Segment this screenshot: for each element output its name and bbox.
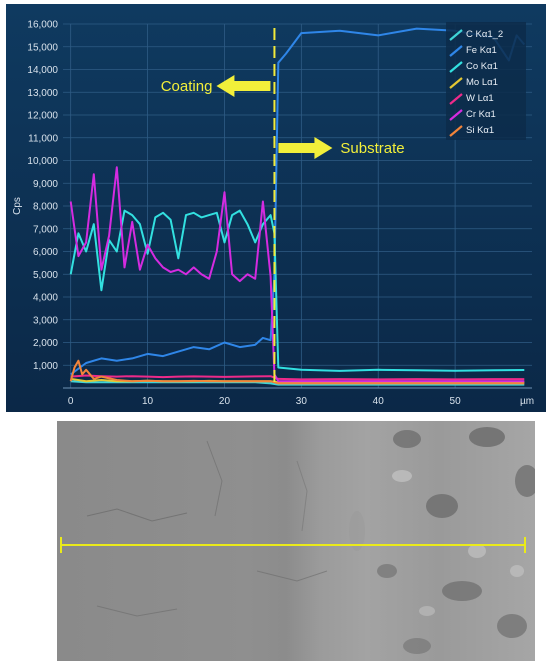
legend-entry: Fe Kα1 [466, 45, 497, 56]
y-tick-label: 9,000 [33, 179, 58, 190]
series-line-si-k-1 [69, 359, 525, 385]
legend-swatch [449, 45, 463, 57]
legend-swatch [449, 125, 463, 137]
y-tick-label: 10,000 [27, 156, 58, 167]
series-line-w-l-1 [70, 374, 525, 381]
x-tick-label: 10 [142, 396, 154, 407]
series-line-cr-k-1 [69, 166, 525, 383]
eds-line-scan-chart: 1,000 2,000 3,000 4,000 5,000 6,000 7,000 8,000… [6, 4, 546, 412]
legend-entry: Co Kα1 [466, 61, 498, 72]
legend-swatch [449, 93, 463, 105]
chart-canvas: 1,000 2,000 3,000 4,000 5,000 6,000 7,000 8,000… [6, 4, 546, 412]
y-axis-label: Cps [12, 197, 23, 215]
legend-swatch [449, 29, 463, 41]
x-tick-label: 50 [450, 396, 462, 407]
x-tick-label: 40 [373, 396, 385, 407]
annotations: Coating Substrate [161, 75, 405, 159]
legend-swatch [449, 109, 463, 121]
legend: C Kα1_2 Fe Kα1 Co Kα1 Mo Lα1 W Lα1 Cr Kα1 Si K… [446, 22, 526, 140]
legend-entry: Si Kα1 [466, 125, 494, 136]
y-tick-label: 15,000 [27, 42, 58, 53]
y-tick-label: 5,000 [33, 270, 58, 281]
series-line-co-k-1 [69, 209, 525, 372]
y-tick-label: 12,000 [27, 111, 58, 122]
x-axis-label: µm [520, 396, 534, 407]
y-tick-label: 6,000 [33, 247, 58, 258]
micrograph-texture [60, 427, 535, 654]
coating-label: Coating [161, 78, 213, 95]
legend-swatch [449, 61, 463, 73]
series-line-fe-k-1 [70, 27, 526, 376]
y-tick-label: 2,000 [33, 338, 58, 349]
x-tick-label: 0 [68, 396, 74, 407]
legend-entry: C Kα1_2 [466, 29, 503, 40]
substrate-label: Substrate [340, 140, 404, 157]
legend-entry: Mo Lα1 [466, 77, 498, 88]
substrate-arrow [278, 137, 333, 159]
series-line-c-k-1-2 [70, 380, 525, 386]
y-tick-label: 13,000 [27, 88, 58, 99]
y-tick-label: 14,000 [27, 65, 58, 76]
legend-swatch [449, 77, 463, 89]
y-tick-label: 16,000 [27, 20, 58, 31]
y-tick-label: 11,000 [28, 133, 58, 144]
x-tick-label: 20 [219, 396, 231, 407]
y-tick-label: 7,000 [33, 224, 58, 235]
x-tick-label: 30 [296, 396, 308, 407]
y-tick-label: 4,000 [33, 293, 58, 304]
y-tick-label: 1,000 [33, 361, 58, 372]
y-tick-label: 8,000 [33, 202, 58, 213]
legend-entry: W Lα1 [466, 93, 494, 104]
coating-arrow [216, 75, 271, 97]
sem-micrograph [57, 421, 535, 661]
tick-labels: 1,000 2,000 3,000 4,000 5,000 6,000 7,000 8,000… [27, 20, 461, 408]
y-tick-label: 3,000 [33, 315, 58, 326]
legend-entry: Cr Kα1 [466, 109, 496, 120]
series-lines [69, 27, 526, 386]
